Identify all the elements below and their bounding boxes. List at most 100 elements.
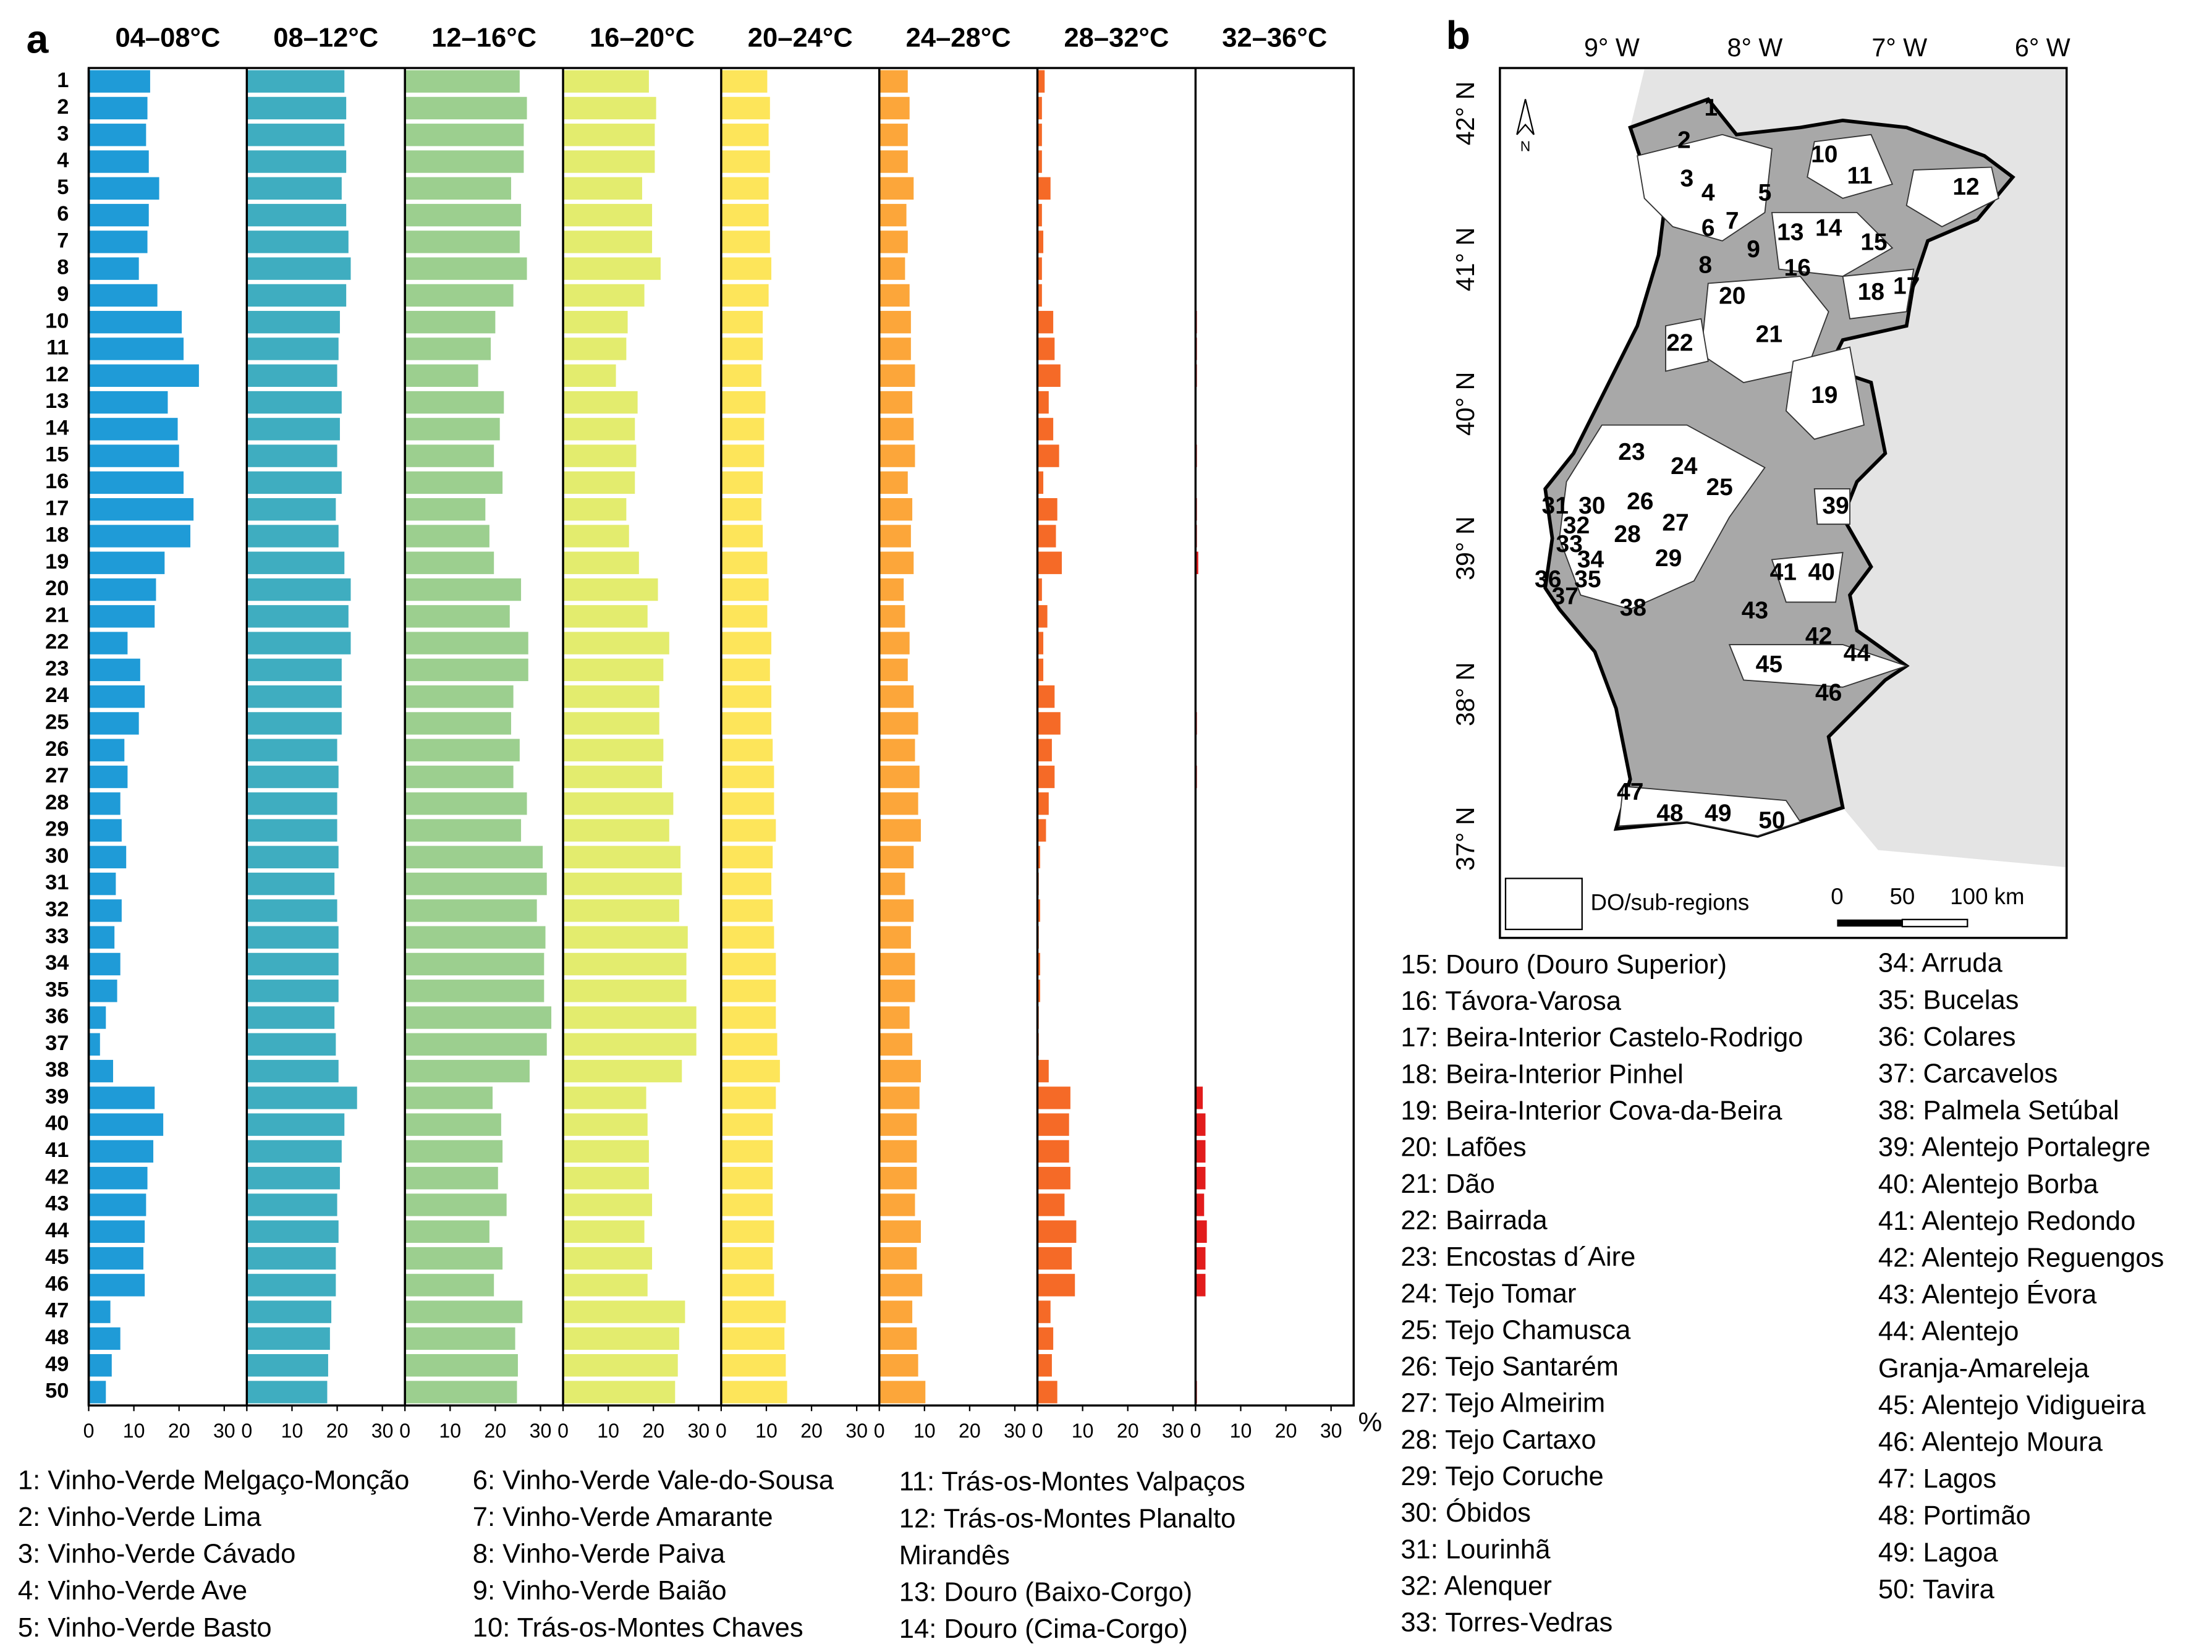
row-label: 14 — [45, 416, 69, 439]
bar — [721, 1087, 776, 1109]
bar — [405, 124, 524, 146]
bar — [247, 203, 347, 227]
x-tick-label: 30 — [371, 1420, 394, 1442]
row-label: 38 — [45, 1058, 69, 1082]
row-label: 42 — [45, 1165, 69, 1188]
bar — [88, 899, 122, 922]
legend-entry: 48: Portimão — [1878, 1501, 2031, 1531]
bar — [721, 1327, 785, 1350]
row-label: 48 — [45, 1326, 69, 1349]
bar — [563, 471, 635, 494]
bar — [563, 150, 655, 173]
region-label: 47 — [1617, 779, 1643, 805]
bar — [879, 765, 920, 789]
region-label: 20 — [1719, 283, 1745, 310]
bar — [247, 391, 342, 414]
legend-entry: 16: Távora-Varosa — [1401, 986, 1621, 1016]
region-label: 32 — [1563, 512, 1590, 539]
bar — [88, 1087, 155, 1109]
row-label: 22 — [45, 630, 69, 654]
bar — [1037, 1059, 1049, 1083]
bar — [405, 765, 514, 789]
bar — [721, 685, 772, 708]
legend-entry: 22: Bairrada — [1401, 1206, 1548, 1235]
bar — [721, 658, 770, 682]
bar — [1037, 551, 1062, 574]
region-label: 33 — [1556, 531, 1582, 557]
bar — [88, 70, 150, 93]
bar — [405, 1274, 494, 1297]
bar — [88, 1140, 154, 1163]
region-label: 43 — [1742, 598, 1768, 624]
bar — [247, 739, 337, 761]
scale-label: 100 km — [1950, 884, 2024, 909]
bar — [879, 605, 905, 628]
bar — [721, 899, 773, 922]
row-label: 44 — [45, 1219, 69, 1242]
x-unit: % — [1358, 1407, 1383, 1437]
bar — [405, 364, 478, 387]
bar — [721, 712, 772, 735]
legend-entry: 23: Encostas d´Aire — [1401, 1242, 1635, 1272]
bar — [879, 70, 908, 93]
bar — [405, 525, 489, 548]
x-tick-label: 20 — [959, 1420, 981, 1442]
legend-entry: 44: Alentejo — [1878, 1317, 2019, 1347]
bar — [1037, 899, 1040, 922]
bar — [247, 1381, 328, 1404]
legend-entry: 19: Beira-Interior Cova-da-Beira — [1401, 1096, 1782, 1126]
bar — [247, 525, 339, 548]
bar — [721, 203, 769, 227]
row-label: 40 — [45, 1112, 69, 1135]
bar — [88, 845, 127, 869]
bar — [879, 551, 914, 574]
row-label: 50 — [45, 1379, 69, 1403]
bar — [721, 792, 774, 815]
bar — [405, 712, 511, 735]
legend-entry: 25: Tejo Chamusca — [1401, 1315, 1631, 1345]
bar — [247, 124, 345, 146]
bar — [563, 418, 635, 441]
bar — [563, 1193, 653, 1216]
bar — [1037, 231, 1044, 253]
bar — [88, 578, 156, 601]
bar — [247, 578, 351, 601]
bar — [721, 96, 770, 120]
bar — [879, 525, 911, 548]
bar — [721, 70, 768, 93]
lat-label: 40° N — [1451, 372, 1480, 436]
bar — [405, 819, 522, 842]
legend-entry: 33: Torres-Vedras — [1401, 1608, 1612, 1638]
bar — [1037, 819, 1046, 842]
bar — [563, 712, 659, 735]
bar — [247, 658, 342, 682]
bar — [247, 177, 342, 200]
region-label: 26 — [1627, 488, 1653, 515]
bar — [247, 1274, 336, 1297]
row-label: 13 — [45, 389, 69, 413]
bar — [721, 1113, 773, 1136]
legend-entry: 13: Douro (Baixo-Corgo) — [899, 1578, 1192, 1608]
bar — [879, 337, 911, 360]
bar — [721, 150, 770, 173]
bar — [563, 391, 638, 414]
bar — [563, 819, 669, 842]
bar — [879, 1300, 913, 1323]
regions — [1559, 133, 1999, 837]
series-header: 24–28°C — [906, 23, 1011, 53]
bar — [1037, 1300, 1051, 1323]
bar — [247, 70, 345, 93]
bar — [405, 792, 527, 815]
bar — [88, 980, 117, 1002]
bar — [405, 551, 494, 574]
bar — [563, 525, 629, 548]
bar — [1195, 1247, 1206, 1270]
row-label: 30 — [45, 844, 69, 868]
x-tick-label: 10 — [1230, 1420, 1252, 1442]
lon-label: 6° W — [2015, 33, 2070, 62]
bar — [405, 337, 491, 360]
x-tick-label: 0 — [716, 1420, 727, 1442]
bar — [247, 1087, 357, 1109]
scale-bar — [1837, 919, 1902, 927]
region-label: 27 — [1662, 510, 1689, 536]
